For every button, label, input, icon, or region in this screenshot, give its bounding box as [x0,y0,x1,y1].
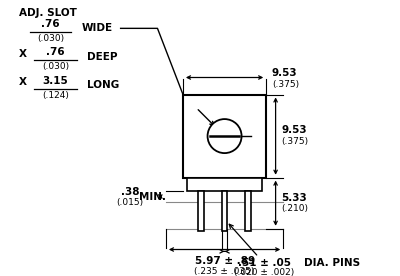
Text: LONG: LONG [86,80,119,90]
Text: WIDE: WIDE [82,23,113,33]
Text: (.235 ± .035): (.235 ± .035) [194,267,255,275]
Text: (.375): (.375) [281,137,308,146]
Text: .51 ± .05: .51 ± .05 [238,258,291,268]
Bar [198,191,204,230]
Text: (.375): (.375) [272,79,299,89]
Text: .38: .38 [121,187,139,197]
Text: X: X [18,49,26,59]
Circle shape [208,119,242,153]
Text: 9.53: 9.53 [281,125,307,136]
Text: (.124): (.124) [42,91,69,100]
Text: 5.33: 5.33 [281,193,307,203]
Text: (.030): (.030) [37,34,64,43]
Bar [245,191,251,230]
Text: ADJ. SLOT: ADJ. SLOT [18,7,76,18]
Text: DEEP: DEEP [86,52,117,62]
Text: X: X [18,78,26,87]
Text: (.210): (.210) [281,204,308,213]
Text: 9.53: 9.53 [272,68,298,78]
Text: 5.97 ± .89: 5.97 ± .89 [194,256,255,266]
Text: .76: .76 [46,47,65,57]
Text: 3.15: 3.15 [42,76,68,86]
Bar [187,178,262,191]
Text: MIN.: MIN. [139,192,166,201]
Text: (.030): (.030) [42,62,69,71]
Text: .76: .76 [41,19,60,29]
Bar [222,191,228,230]
Text: (.015): (.015) [116,198,144,207]
Bar [183,94,266,178]
Text: (.020 ± .002): (.020 ± .002) [234,268,294,276]
Text: DIA. PINS: DIA. PINS [304,258,360,268]
